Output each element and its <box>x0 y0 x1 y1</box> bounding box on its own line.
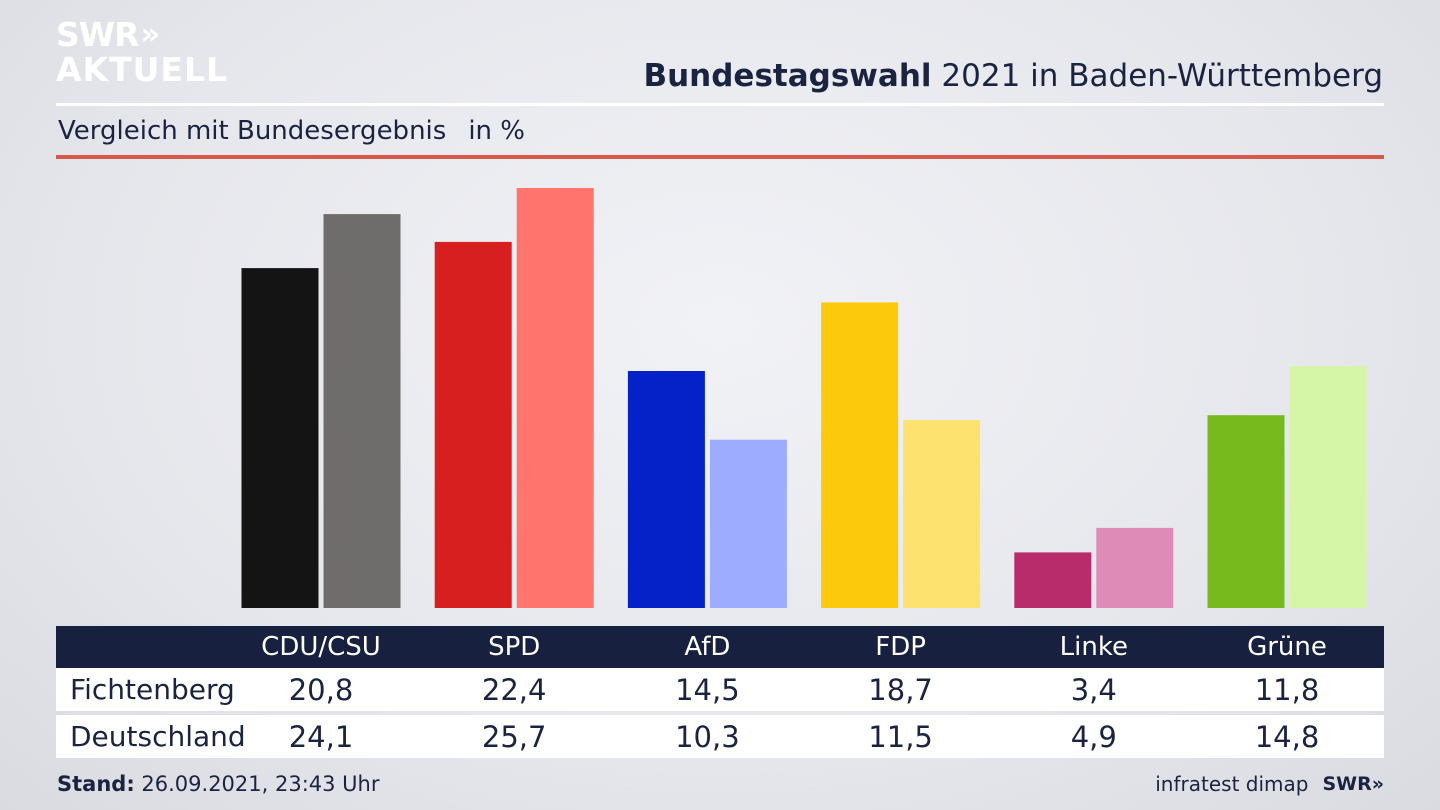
swr-brand-logo: SWR» <box>1322 773 1384 795</box>
subtitle-divider <box>56 155 1384 159</box>
chart-subtitle: Vergleich mit Bundesergebnis in % <box>58 116 525 146</box>
value-fichtenberg-cdu-csu: 20,8 <box>288 672 354 707</box>
table-header: CDU/CSU SPD AfD FDP Linke Grüne <box>56 626 1384 668</box>
logo-swr-text: SWR <box>56 15 140 54</box>
chart-title-bold: Bundestagswahl <box>643 58 932 94</box>
source-text: infratest dimap <box>1155 772 1309 796</box>
chart-title-rest: 2021 in Baden-Württemberg <box>931 58 1383 94</box>
chart-title: Bundestagswahl 2021 in Baden-Württemberg <box>643 58 1383 94</box>
unit-label: in % <box>468 116 525 146</box>
value-fichtenberg-fdp: 18,7 <box>868 672 933 707</box>
category-label-linke: Linke <box>1059 632 1128 662</box>
value-fichtenberg-afd: 14,5 <box>675 672 740 707</box>
subtitle-text: Vergleich mit Bundesergebnis <box>58 116 447 146</box>
source-credit: infratest dimap SWR» <box>1155 772 1384 796</box>
bar-linke-deutschland <box>1096 527 1174 608</box>
bar-spd-deutschland <box>516 188 594 608</box>
title-divider <box>56 103 1384 106</box>
table-row-fichtenberg: Fichtenberg 20,8 22,4 14,5 18,7 3,4 11,8 <box>56 668 1384 711</box>
bar-gr-ne-fichtenberg <box>1207 415 1285 608</box>
category-label-gr-ne: Grüne <box>1247 632 1327 662</box>
value-fichtenberg-linke: 3,4 <box>1070 672 1117 707</box>
bar-afd-deutschland <box>709 439 787 608</box>
bar-afd-fichtenberg <box>627 371 705 608</box>
category-label-cdu-csu: CDU/CSU <box>261 632 381 662</box>
category-label-spd: SPD <box>488 632 541 662</box>
value-deutschland-afd: 10,3 <box>675 719 740 754</box>
bar-spd-fichtenberg <box>434 241 512 608</box>
series-label-deutschland: Deutschland <box>70 720 246 753</box>
table-row-deutschland: Deutschland 24,1 25,7 10,3 11,5 4,9 14,8 <box>56 715 1384 758</box>
bar-cdu-csu-deutschland <box>323 214 401 608</box>
bar-fdp-fichtenberg <box>821 302 899 608</box>
stand-value: 26.09.2021, 23:43 Uhr <box>134 772 380 796</box>
value-deutschland-linke: 4,9 <box>1070 719 1117 754</box>
swr-aktuell-logo: SWR» AKTUELL <box>56 18 228 86</box>
bar-linke-fichtenberg <box>1014 552 1092 608</box>
bar-chart <box>241 188 1367 608</box>
value-deutschland-gr-ne: 14,8 <box>1254 719 1320 754</box>
value-deutschland-cdu-csu: 24,1 <box>288 719 354 754</box>
series-label-fichtenberg: Fichtenberg <box>70 673 235 706</box>
bar-cdu-csu-fichtenberg <box>241 268 319 608</box>
value-fichtenberg-spd: 22,4 <box>481 672 547 707</box>
bar-gr-ne-deutschland <box>1289 366 1367 608</box>
logo-aktuell-text: AKTUELL <box>56 50 229 89</box>
value-deutschland-spd: 25,7 <box>481 719 547 754</box>
value-deutschland-fdp: 11,5 <box>868 719 933 754</box>
timestamp: Stand: 26.09.2021, 23:43 Uhr <box>57 772 380 796</box>
category-label-fdp: FDP <box>875 632 926 662</box>
bar-fdp-deutschland <box>903 420 981 608</box>
results-table: CDU/CSU SPD AfD FDP Linke Grüne Fichtenberg 20… <box>56 626 1384 758</box>
value-fichtenberg-gr-ne: 11,8 <box>1254 672 1320 707</box>
category-label-afd: AfD <box>684 632 731 662</box>
stand-label: Stand: <box>57 772 135 796</box>
